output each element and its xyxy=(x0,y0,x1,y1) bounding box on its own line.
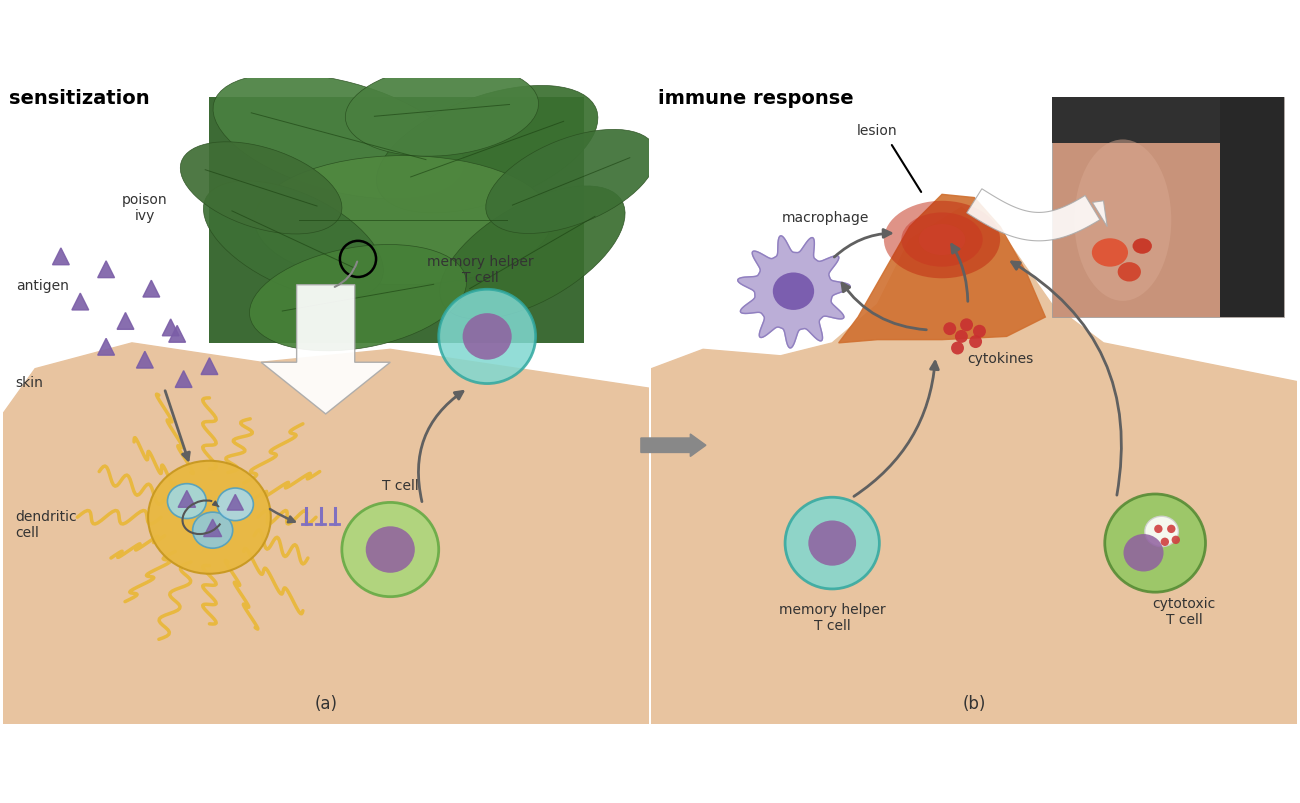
FancyBboxPatch shape xyxy=(209,98,584,344)
Polygon shape xyxy=(204,520,222,537)
Circle shape xyxy=(972,325,985,338)
Circle shape xyxy=(968,336,982,349)
Text: skin: skin xyxy=(16,375,44,389)
Ellipse shape xyxy=(148,461,270,574)
Ellipse shape xyxy=(438,290,536,384)
Circle shape xyxy=(1154,525,1162,533)
Ellipse shape xyxy=(809,521,857,566)
Ellipse shape xyxy=(486,130,656,234)
Ellipse shape xyxy=(1118,263,1141,282)
Text: dendritic
cell: dendritic cell xyxy=(16,509,77,539)
Circle shape xyxy=(1171,536,1180,544)
Ellipse shape xyxy=(1132,239,1152,255)
Polygon shape xyxy=(136,352,153,369)
Polygon shape xyxy=(838,195,1045,344)
Circle shape xyxy=(944,323,957,336)
Polygon shape xyxy=(651,208,1297,724)
FancyBboxPatch shape xyxy=(1052,98,1284,318)
Polygon shape xyxy=(261,285,390,414)
Ellipse shape xyxy=(785,498,879,589)
Polygon shape xyxy=(737,237,850,349)
Text: T cell: T cell xyxy=(382,479,419,492)
Text: macrophage: macrophage xyxy=(783,210,870,225)
Circle shape xyxy=(956,331,967,344)
Ellipse shape xyxy=(1145,516,1178,547)
Ellipse shape xyxy=(884,202,1000,279)
Polygon shape xyxy=(98,339,114,356)
Polygon shape xyxy=(227,495,243,511)
Polygon shape xyxy=(52,249,69,266)
Circle shape xyxy=(1161,538,1169,546)
Ellipse shape xyxy=(901,213,983,267)
Polygon shape xyxy=(143,281,160,298)
Text: cytokines: cytokines xyxy=(967,352,1034,366)
Polygon shape xyxy=(72,294,88,311)
Polygon shape xyxy=(967,190,1100,242)
Ellipse shape xyxy=(342,503,438,597)
Ellipse shape xyxy=(217,488,254,521)
Ellipse shape xyxy=(919,225,966,255)
Ellipse shape xyxy=(1105,495,1205,593)
Ellipse shape xyxy=(772,273,814,311)
Polygon shape xyxy=(178,491,195,507)
Ellipse shape xyxy=(203,181,384,299)
Polygon shape xyxy=(117,313,134,330)
Ellipse shape xyxy=(346,66,538,157)
Text: immune response: immune response xyxy=(658,88,854,108)
Polygon shape xyxy=(1092,202,1108,227)
Ellipse shape xyxy=(192,512,233,548)
Ellipse shape xyxy=(377,86,598,214)
Polygon shape xyxy=(162,320,179,336)
Polygon shape xyxy=(98,262,114,279)
Text: memory helper
T cell: memory helper T cell xyxy=(428,255,534,284)
Circle shape xyxy=(952,342,965,355)
Ellipse shape xyxy=(181,143,342,234)
Text: (b): (b) xyxy=(962,694,985,712)
Ellipse shape xyxy=(1074,141,1171,301)
Ellipse shape xyxy=(213,75,464,200)
Text: poison
ivy: poison ivy xyxy=(122,193,168,223)
Text: memory helper
T cell: memory helper T cell xyxy=(779,602,885,633)
Text: sensitization: sensitization xyxy=(9,88,150,108)
Text: cytotoxic
T cell: cytotoxic T cell xyxy=(1153,596,1216,626)
Ellipse shape xyxy=(463,314,512,361)
Ellipse shape xyxy=(439,186,625,320)
Polygon shape xyxy=(176,371,192,388)
Ellipse shape xyxy=(1092,239,1128,267)
Text: lesion: lesion xyxy=(857,124,898,137)
FancyBboxPatch shape xyxy=(1052,98,1219,144)
Circle shape xyxy=(961,319,972,332)
Text: antigen: antigen xyxy=(16,279,69,292)
Ellipse shape xyxy=(365,527,415,573)
Polygon shape xyxy=(3,344,649,724)
Ellipse shape xyxy=(168,484,207,519)
Circle shape xyxy=(1167,525,1175,533)
Ellipse shape xyxy=(250,245,467,352)
Text: (a): (a) xyxy=(315,694,337,712)
Polygon shape xyxy=(202,358,218,375)
Polygon shape xyxy=(169,326,186,343)
Ellipse shape xyxy=(1123,534,1164,572)
FancyBboxPatch shape xyxy=(1219,98,1284,318)
Ellipse shape xyxy=(255,157,551,285)
